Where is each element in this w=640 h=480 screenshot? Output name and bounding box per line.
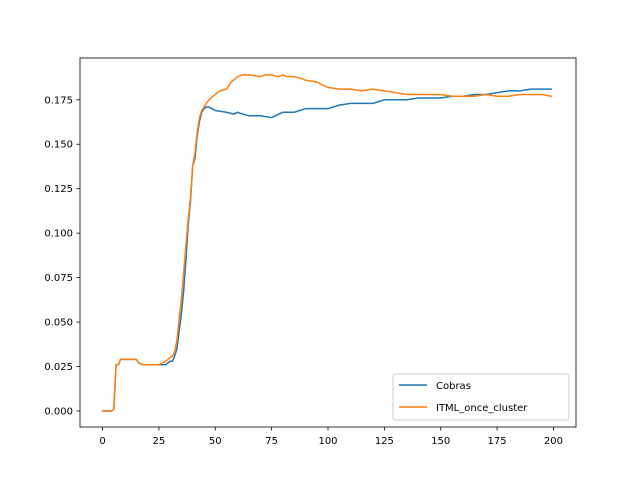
legend-box: [392, 373, 570, 421]
plot-area: [80, 58, 576, 427]
y-tick-label: 0.100: [44, 229, 73, 240]
series-layer: [101, 74, 553, 412]
y-tick-label: 0.075: [44, 273, 73, 284]
x-tick-label: 125: [375, 436, 394, 447]
x-tick-label: 100: [318, 436, 337, 447]
y-tick-label: 0.025: [44, 362, 73, 373]
legend: Cobras ITML_once_cluster: [392, 373, 570, 421]
legend-label: ITML_once_cluster: [436, 403, 528, 414]
x-tick-label: 150: [431, 436, 450, 447]
y-tick-label: 0.175: [44, 95, 73, 106]
x-tick-label: 75: [265, 436, 278, 447]
y-tick-label: 0.125: [44, 184, 73, 195]
axes-layer: 0 25 50 75 100 125 150 175 200 0.000 0.025 0.050 0.0…: [44, 57, 577, 447]
y-tick-label: 0.050: [44, 318, 73, 329]
x-tick-label: 175: [488, 436, 507, 447]
series-line-itml-once-cluster: [101, 74, 553, 412]
legend-label: Cobras: [436, 381, 471, 392]
y-tick-label: 0.150: [44, 140, 73, 151]
x-tick-label: 200: [544, 436, 563, 447]
x-tick-label: 50: [209, 436, 222, 447]
y-tick-label: 0.000: [44, 406, 73, 417]
x-tick-label: 0: [99, 436, 105, 447]
x-tick-label: 25: [153, 436, 166, 447]
